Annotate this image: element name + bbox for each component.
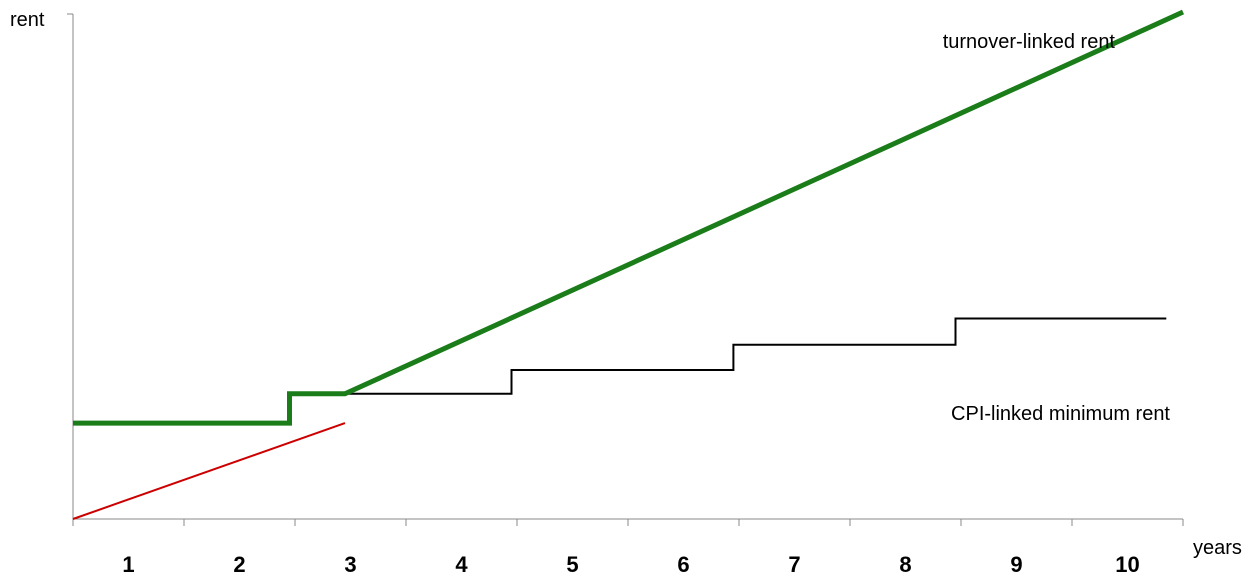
y-axis-label: rent xyxy=(10,9,45,31)
x-tick-label: 10 xyxy=(1115,552,1139,577)
x-tick-labels: 1 2 3 4 5 6 7 8 9 10 xyxy=(122,552,1139,577)
series-group xyxy=(72,9,1185,520)
x-tick-label: 1 xyxy=(122,552,134,577)
series-line-turnover-thin xyxy=(72,422,346,520)
x-ticks xyxy=(72,519,1184,526)
x-tick-label: 9 xyxy=(1010,552,1022,577)
x-tick-label: 2 xyxy=(233,552,245,577)
annotation-turnover-linked-rent: turnover-linked rent xyxy=(943,31,1116,53)
x-tick-label: 6 xyxy=(677,552,689,577)
series-line-min-rent-steps xyxy=(345,317,1167,395)
x-tick-label: 4 xyxy=(455,552,468,577)
x-tick-label: 8 xyxy=(899,552,911,577)
annotation-cpi-linked-minimum-rent: CPI-linked minimum rent xyxy=(951,403,1170,425)
x-tick-label: 5 xyxy=(566,552,578,577)
series-line-effective-rent xyxy=(73,9,1185,426)
x-axis-label: years xyxy=(1193,537,1242,559)
x-tick-label: 7 xyxy=(788,552,800,577)
x-tick-label: 3 xyxy=(344,552,356,577)
